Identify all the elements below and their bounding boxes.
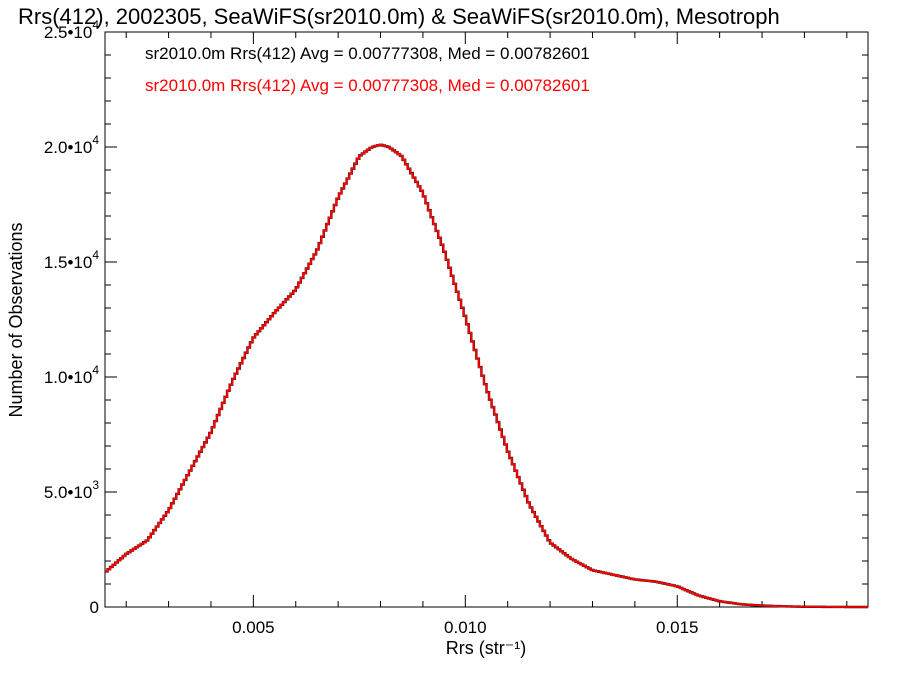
y-tick-mantissa: 5.0•10: [44, 483, 93, 502]
y-tick-mantissa: 2.5•10: [44, 23, 93, 42]
y-tick-exponent: 4: [92, 363, 99, 377]
x-axis-label: Rrs (str⁻¹): [446, 638, 526, 658]
y-tick-label: 2.0•104: [44, 133, 100, 157]
y-tick-exponent: 3: [92, 478, 99, 492]
y-tick-label: 1.5•104: [44, 248, 100, 272]
chart-title: Rrs(412), 2002305, SeaWiFS(sr2010.0m) & …: [18, 4, 780, 29]
plot-frame: [104, 31, 869, 608]
x-tick-label: 0.010: [444, 618, 487, 637]
y-tick-label: 2.5•104: [44, 18, 100, 42]
y-tick-label: 0: [90, 598, 99, 617]
y-tick-mantissa: 1.5•10: [44, 253, 93, 272]
y-tick-mantissa: 2.0•10: [44, 138, 93, 157]
annotation-red: sr2010.0m Rrs(412) Avg = 0.00777308, Med…: [145, 76, 590, 95]
x-tick-label: 0.005: [232, 618, 275, 637]
y-tick-label: 1.0•104: [44, 363, 100, 387]
y-tick-exponent: 4: [92, 133, 99, 147]
y-tick-label: 5.0•103: [44, 478, 100, 502]
y-tick-mantissa: 0: [90, 598, 99, 617]
series-red-histogram: [105, 143, 868, 608]
annotation-black: sr2010.0m Rrs(412) Avg = 0.00777308, Med…: [145, 44, 590, 63]
y-tick-mantissa: 1.0•10: [44, 368, 93, 387]
y-tick-exponent: 4: [92, 248, 99, 262]
x-tick-label: 0.015: [656, 618, 699, 637]
y-tick-exponent: 4: [92, 18, 99, 32]
y-axis-label: Number of Observations: [6, 222, 26, 417]
series-black-histogram: [105, 143, 868, 609]
